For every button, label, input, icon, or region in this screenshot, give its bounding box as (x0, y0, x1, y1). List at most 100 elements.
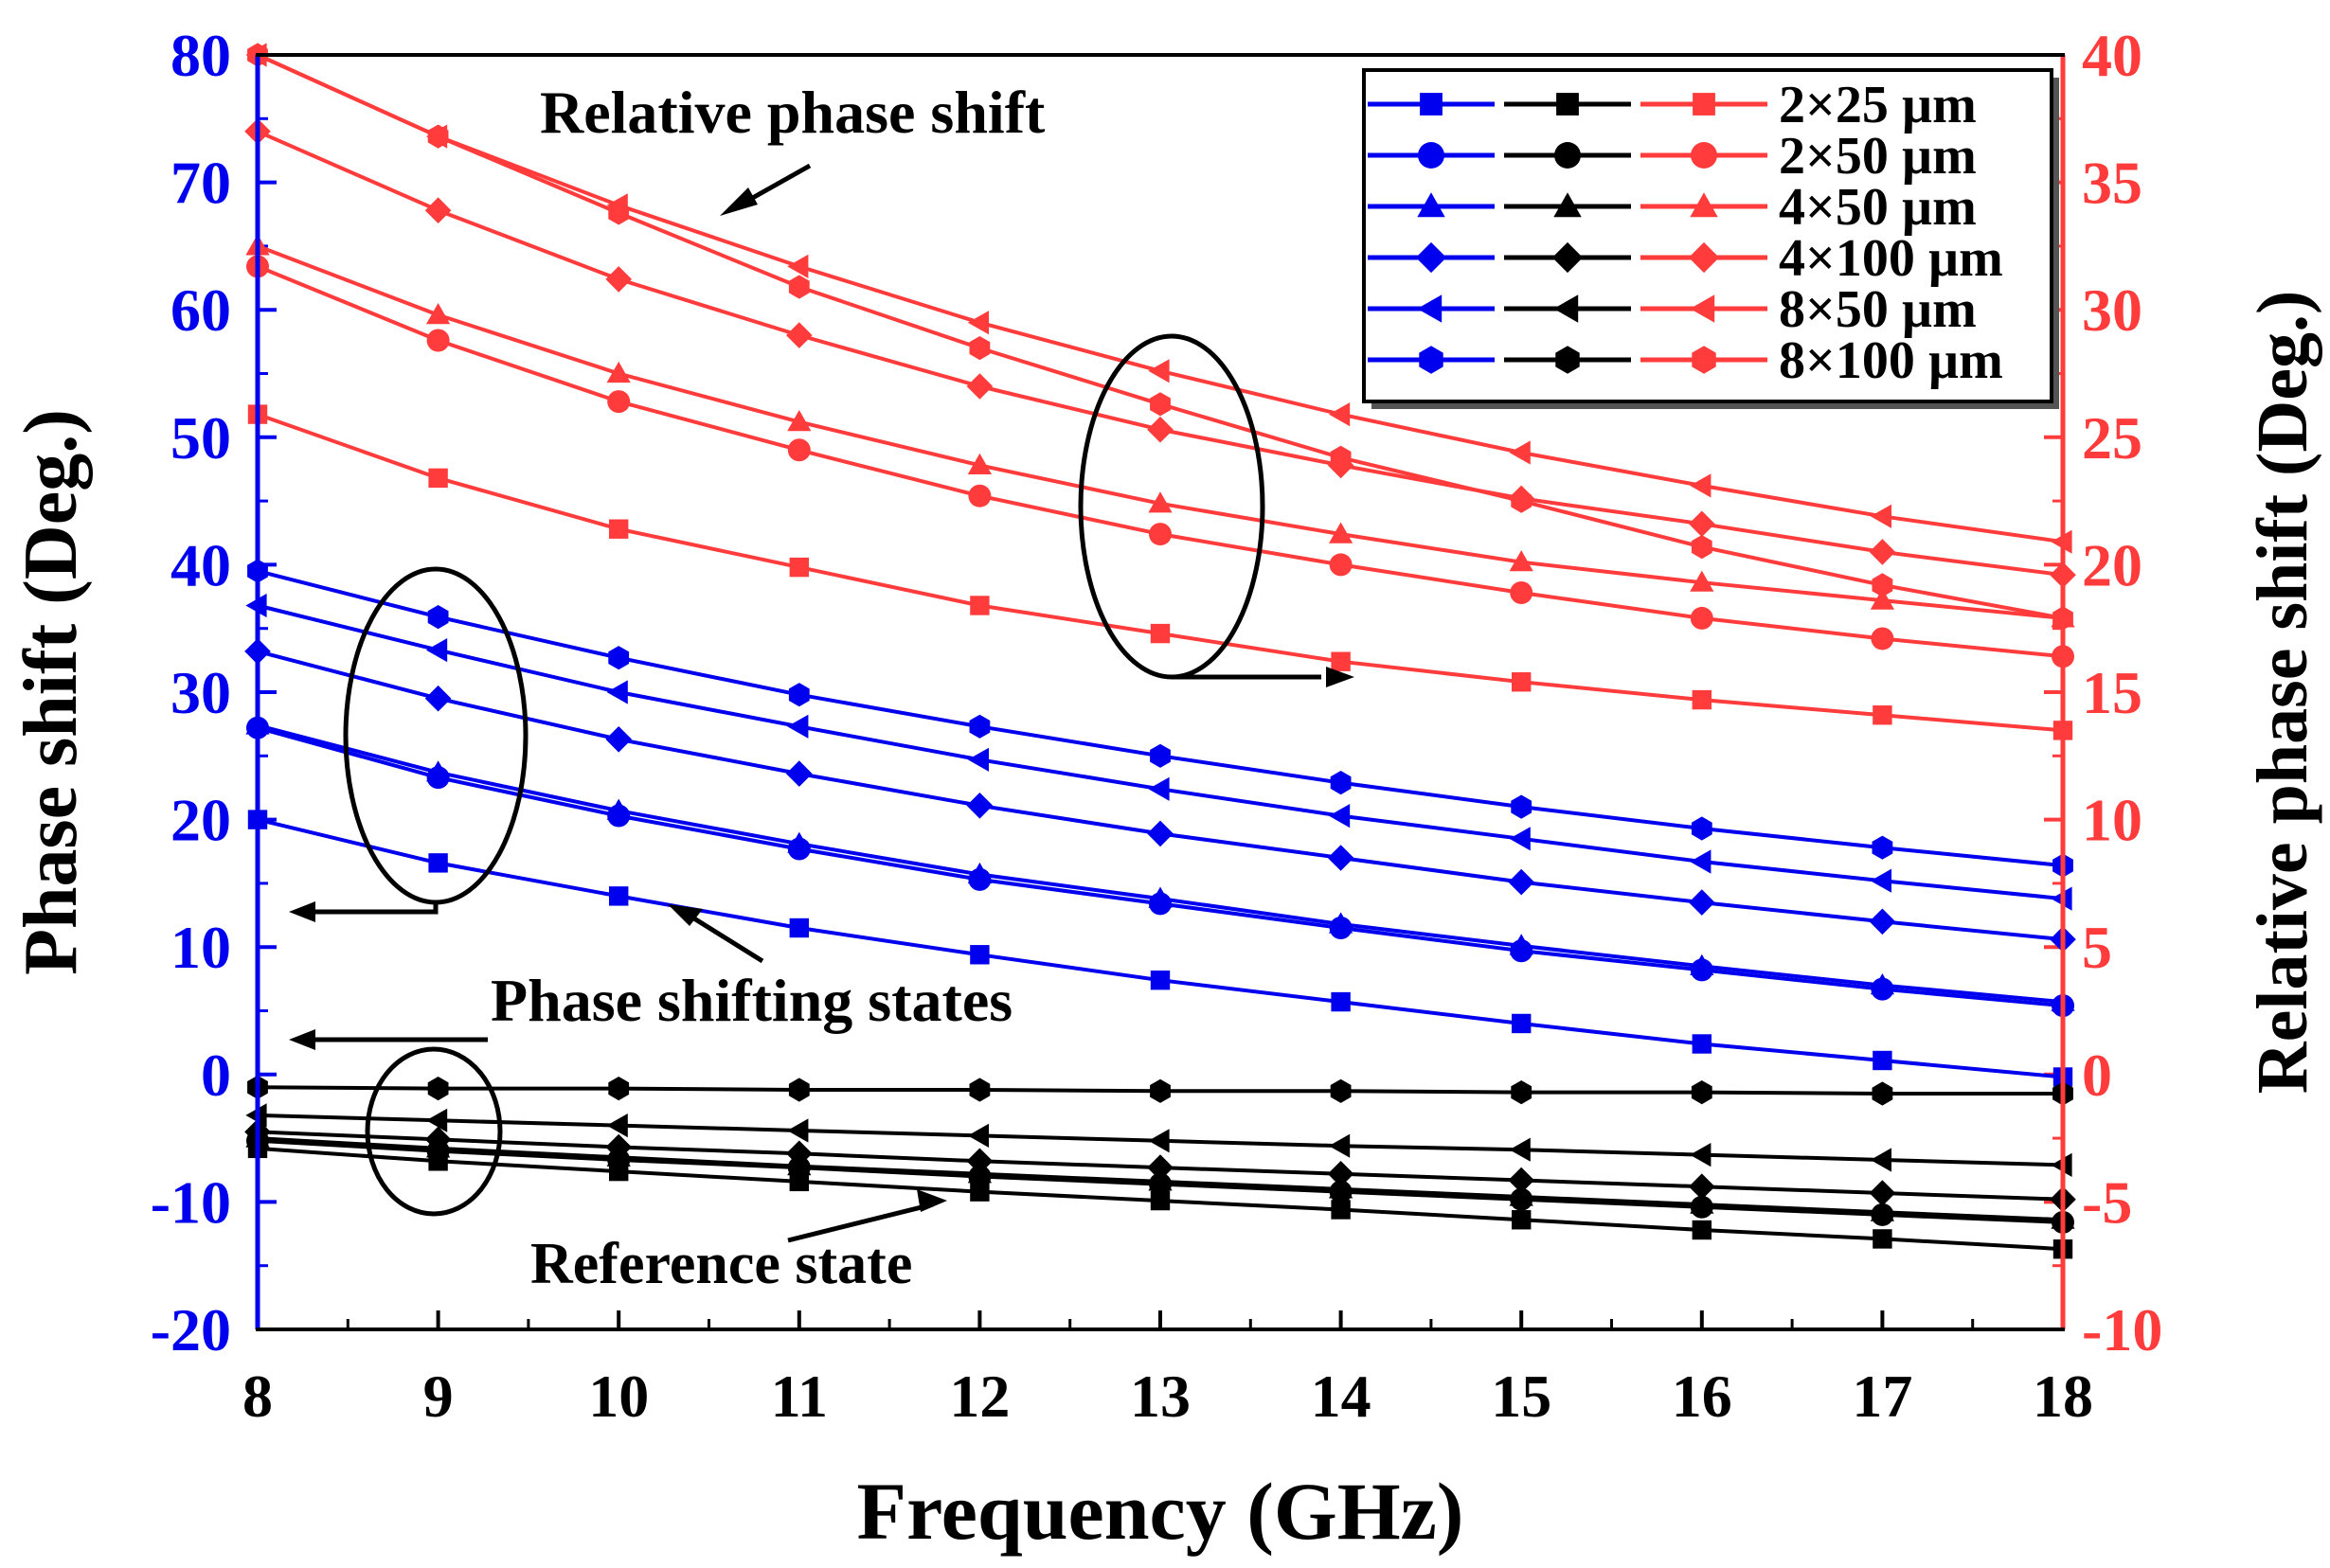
x-tick-label: 9 (423, 1363, 454, 1430)
phase-data-point (605, 726, 632, 753)
y2-tick-label: 25 (2082, 404, 2142, 472)
relative-data-point (1331, 651, 1351, 671)
relative-data-point (787, 254, 809, 278)
reference-data-point (427, 1077, 449, 1101)
phase-data-point (788, 683, 810, 707)
y-tick-label: 40 (170, 531, 231, 598)
y2-tick-label: 0 (2082, 1042, 2112, 1109)
reference-data-point (1870, 1200, 1894, 1221)
reference-data-point (1873, 1229, 1892, 1249)
phase-data-point (1512, 1013, 1532, 1034)
y-tick-label: 80 (170, 22, 231, 89)
annotation-phase-states: Phase shifting states (491, 967, 1013, 1034)
relative-data-point (1692, 689, 1712, 710)
relative-data-point (1690, 606, 1713, 630)
reference-data-point (1508, 1167, 1534, 1194)
legend-marker (1690, 192, 1718, 218)
phase-data-point (787, 714, 809, 739)
phase-series-line (257, 725, 2064, 1008)
phase-data-point (1870, 973, 1894, 995)
phase-data-point (1148, 886, 1173, 908)
relative-data-point (970, 596, 990, 615)
phase-data-point (1873, 1050, 1892, 1071)
relative-data-point (788, 275, 810, 299)
y-tick-label: 20 (170, 787, 231, 854)
legend-marker (1417, 192, 1445, 218)
relative-data-point (1872, 573, 1893, 597)
reference-series (247, 1075, 2073, 1106)
relative-data-point (1509, 550, 1533, 572)
phase-data-point (970, 945, 990, 965)
phase-data-point (1509, 827, 1531, 851)
relative-data-point (966, 373, 994, 400)
legend-label: 4×100 µm (1779, 229, 2003, 288)
reference-data-point (1511, 1080, 1532, 1105)
legend-marker (1691, 142, 1717, 169)
x-tick-label: 8 (242, 1363, 273, 1430)
y-tick-label: 60 (170, 276, 231, 344)
relative-series (247, 43, 2073, 631)
phase-data-point (1690, 953, 1714, 975)
reference-data-point (1329, 1133, 1351, 1158)
reference-data-point (788, 1078, 810, 1102)
x-tick-label: 16 (1672, 1363, 1732, 1430)
legend-marker (1418, 142, 1444, 169)
legend-marker (1420, 93, 1443, 116)
x-tick-label: 14 (1311, 1363, 1371, 1430)
legend-label: 8×100 µm (1779, 331, 2003, 390)
reference-data-point (1150, 1078, 1171, 1103)
arrow-phase-states (680, 908, 764, 964)
x-tick-label: 10 (588, 1363, 649, 1430)
arrowhead-phase-states (668, 904, 703, 926)
relative-data-point (1869, 539, 1896, 565)
phase-series (244, 638, 2076, 953)
phase-data-point (427, 605, 449, 630)
phase-data-point (1331, 991, 1351, 1012)
arrowhead-relative-axis (1326, 667, 1354, 687)
phase-series (247, 559, 2073, 878)
legend-marker (1551, 241, 1584, 274)
relative-data-point (426, 329, 450, 352)
phase-series (247, 810, 2073, 1087)
y2-tick-label: 20 (2082, 531, 2142, 598)
y-tick-label: 30 (170, 659, 231, 726)
phase-data-point (1508, 868, 1534, 896)
reference-data-point (1689, 1173, 1715, 1200)
phase-data-point (1511, 794, 1532, 819)
y2-tick-label: 40 (2082, 22, 2142, 89)
relative-data-point (1512, 672, 1532, 692)
annotation-reference: Reference state (530, 1232, 912, 1296)
reference-data-point (1147, 1154, 1174, 1181)
relative-data-point (426, 303, 451, 325)
phase-data-point (789, 918, 809, 938)
y2-tick-label: -5 (2082, 1168, 2132, 1236)
legend-marker (1553, 294, 1579, 323)
x-axis-label: Frequency (GHz) (857, 1466, 1464, 1557)
legend-marker (1554, 142, 1581, 169)
relative-data-point (787, 438, 811, 462)
x-tick-label: 18 (2033, 1363, 2093, 1430)
phase-data-point (786, 760, 813, 787)
phase-data-point (1148, 776, 1170, 801)
y2-tick-label: 5 (2082, 914, 2112, 981)
relative-data-point (1690, 570, 1714, 592)
annotation-shapes (308, 163, 1321, 1243)
y2-tick-label: 15 (2082, 659, 2142, 726)
phase-data-point (1327, 845, 1354, 871)
annotation-relative: Relative phase shift (540, 79, 1046, 146)
phase-data-point (428, 853, 448, 873)
relative-data-point (1148, 359, 1170, 383)
y-tick-label: 50 (170, 404, 231, 472)
phase-data-point (606, 680, 628, 704)
reference-data-point (608, 1077, 630, 1101)
phase-series-line (257, 817, 2064, 1079)
arrowhead-phase (289, 901, 315, 922)
legend-marker (1556, 93, 1579, 116)
reference-data-point (786, 1140, 813, 1167)
relative-data-point (967, 453, 992, 474)
phase-data-point (787, 831, 812, 853)
relative-data-point (1509, 440, 1531, 465)
y2-axis-label: Relative phase shift (Deg.) (2243, 291, 2322, 1095)
relative-data-point (424, 197, 452, 223)
phase-data-point (967, 862, 992, 884)
